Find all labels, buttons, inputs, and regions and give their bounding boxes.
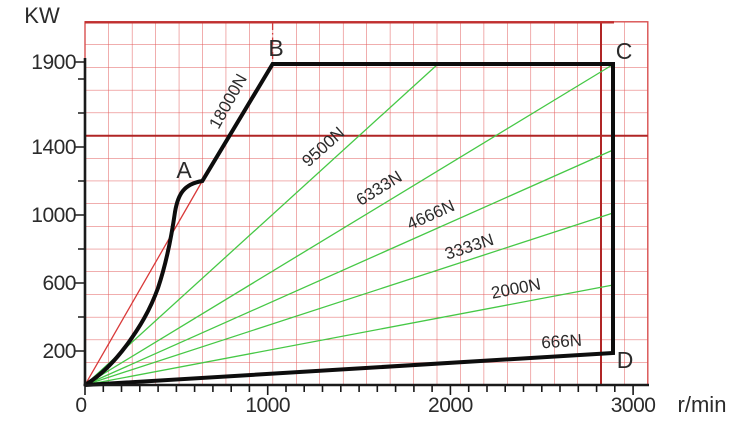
y-axis-major-ticks (75, 61, 84, 352)
x-tick-label-3000: 3000 (611, 394, 656, 417)
axes-lines (83, 58, 649, 387)
y-axis-unit-label: KW (24, 3, 60, 28)
force-line-9500n (84, 63, 439, 386)
force-line-4666n (84, 149, 614, 386)
force-line-3333n (84, 212, 614, 386)
y-axis-minor-ticks (78, 78, 84, 318)
x-axis-unit-label: r/min (678, 392, 727, 417)
envelope-point-labels: A B C D (176, 35, 633, 373)
force-lines-green (84, 63, 614, 386)
y-tick-label-1400: 1400 (31, 136, 76, 159)
x-tick-label-1000: 1000 (245, 394, 290, 417)
x-tick-label-0: 0 (75, 394, 86, 417)
y-axis-tick-labels: 1900 1400 1000 600 200 (31, 51, 76, 363)
accent-gridlines (85, 21, 648, 385)
y-tick-label-200: 200 (42, 340, 76, 363)
x-axis-minor-ticks (102, 386, 616, 392)
x-tick-label-2000: 2000 (428, 394, 473, 417)
y-tick-label-1900: 1900 (31, 51, 76, 74)
y-tick-label-600: 600 (42, 272, 76, 295)
axis-ticks (75, 61, 634, 395)
force-line-2000n (84, 284, 614, 386)
x-axis-major-ticks (84, 386, 634, 395)
point-label-a: A (176, 157, 192, 183)
force-label-666n: 666N (541, 331, 583, 353)
point-label-b: B (268, 35, 283, 61)
force-line-6333n (84, 63, 614, 386)
y-tick-label-1000: 1000 (31, 204, 76, 227)
x-axis-tick-labels: 0 1000 2000 3000 (75, 394, 656, 417)
point-label-c: C (616, 38, 633, 64)
point-label-d: D (617, 347, 634, 373)
power-envelope (83, 62, 615, 387)
